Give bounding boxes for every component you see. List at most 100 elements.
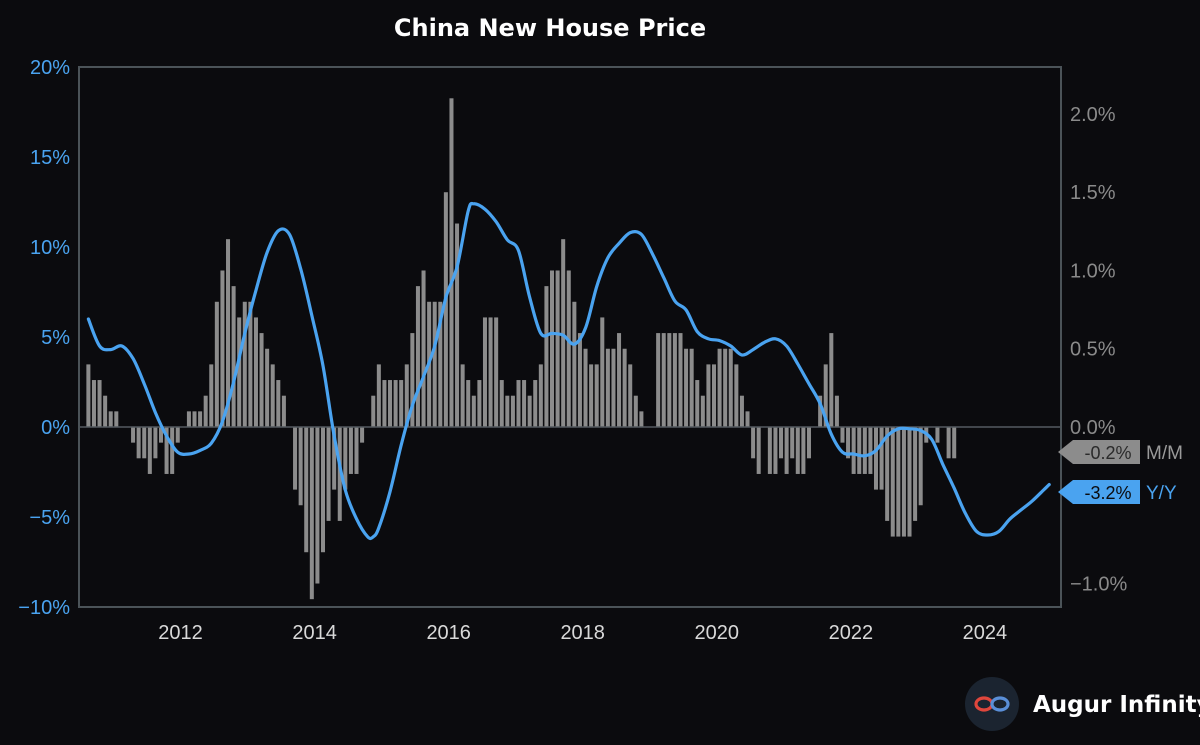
mm-bar: [186, 411, 191, 427]
mm-value-tag: -0.2% M/M: [1058, 440, 1183, 464]
mm-bar: [382, 380, 387, 427]
mm-bar: [393, 380, 398, 427]
mm-bar: [320, 427, 325, 553]
yy-series-line: [86, 201, 1051, 541]
mm-bars: [86, 98, 957, 600]
mm-bar: [784, 427, 789, 474]
mm-bar: [293, 427, 298, 490]
mm-bar: [337, 427, 342, 521]
right-axis: 2.0% 1.5% 1.0% 0.5% 0.0% −1.0%: [1070, 104, 1127, 596]
mm-bar: [209, 364, 214, 427]
mm-bar: [734, 364, 739, 427]
mm-bar: [203, 395, 208, 427]
mm-bar: [879, 427, 884, 490]
mm-bar: [376, 364, 381, 427]
right-tick-label: 1.5%: [1070, 182, 1116, 204]
mm-bar: [622, 348, 627, 427]
left-tick-label: 0%: [41, 417, 70, 439]
mm-bar: [728, 348, 733, 427]
left-tick-label: 5%: [41, 327, 70, 349]
x-tick-label: 2016: [426, 622, 471, 644]
mm-bar: [360, 427, 365, 443]
mm-bar: [544, 286, 549, 427]
left-tick-label: 10%: [30, 237, 70, 259]
mm-bar: [494, 317, 499, 427]
mm-bar: [851, 427, 856, 474]
mm-bar: [868, 427, 873, 474]
mm-bar: [505, 395, 510, 427]
x-tick-label: 2022: [829, 622, 874, 644]
mm-bar: [706, 364, 711, 427]
mm-bar: [550, 270, 555, 427]
mm-bar: [689, 348, 694, 427]
mm-bar: [399, 380, 404, 427]
right-tick-label: 1.0%: [1070, 261, 1116, 283]
mm-bar: [237, 317, 242, 427]
mm-bar: [572, 301, 577, 427]
mm-bar: [131, 427, 136, 443]
mm-bar: [343, 427, 348, 490]
mm-bar: [527, 395, 532, 427]
mm-bar: [91, 380, 96, 427]
mm-bar: [192, 411, 197, 427]
mm-bar: [466, 380, 471, 427]
mm-bar: [220, 270, 225, 427]
mm-bar: [633, 395, 638, 427]
mm-bar: [583, 348, 588, 427]
yy-last-value: -3.2%: [1084, 483, 1131, 503]
x-tick-label: 2020: [695, 622, 740, 644]
plot-frame: [78, 66, 1062, 608]
mm-bar: [214, 301, 219, 427]
mm-bar: [896, 427, 901, 537]
mm-bar: [577, 333, 582, 427]
mm-tag-shape: [1058, 440, 1140, 464]
mm-bar: [175, 427, 180, 443]
mm-bar: [309, 427, 314, 600]
mm-bar: [471, 395, 476, 427]
mm-bar: [751, 427, 756, 459]
mm-bar: [298, 427, 303, 506]
mm-bar: [695, 380, 700, 427]
mm-bar: [86, 364, 91, 427]
right-tick-label: 2.0%: [1070, 104, 1116, 126]
mm-bar: [801, 427, 806, 474]
mm-bar: [455, 223, 460, 427]
mm-bar: [806, 427, 811, 459]
mm-bar: [857, 427, 862, 474]
mm-bar: [790, 427, 795, 459]
x-tick-label: 2014: [292, 622, 337, 644]
mm-bar: [605, 348, 610, 427]
mm-bar: [561, 239, 566, 427]
mm-bar: [846, 427, 851, 459]
mm-bar: [438, 301, 443, 427]
chart-title: China New House Price: [394, 14, 706, 42]
mm-bar: [97, 380, 102, 427]
mm-bar: [918, 427, 923, 506]
mm-bar: [834, 395, 839, 427]
mm-bar: [639, 411, 644, 427]
mm-bar: [661, 333, 666, 427]
mm-bar: [404, 364, 409, 427]
x-axis: 2012 2014 2016 2018 2020 2022 2024: [158, 622, 1007, 644]
mm-bar: [667, 333, 672, 427]
mm-bar: [745, 411, 750, 427]
x-tick-label: 2024: [963, 622, 1008, 644]
mm-bar: [265, 348, 270, 427]
mm-bar: [388, 380, 393, 427]
mm-bar: [628, 364, 633, 427]
yy-value-tag: -3.2% Y/Y: [1058, 480, 1177, 504]
mm-bar: [672, 333, 677, 427]
mm-bar: [477, 380, 482, 427]
mm-bar: [354, 427, 359, 474]
left-tick-label: 15%: [30, 147, 70, 169]
x-tick-label: 2018: [560, 622, 605, 644]
infinity-logo-icon: [974, 696, 1010, 712]
mm-bar: [829, 333, 834, 427]
mm-bar: [499, 380, 504, 427]
mm-bar: [823, 364, 828, 427]
brand-name: Augur Infinity: [1033, 692, 1200, 718]
mm-bar: [773, 427, 778, 474]
mm-bar: [538, 364, 543, 427]
mm-bar: [913, 427, 918, 521]
right-tick-label: −1.0%: [1070, 574, 1127, 596]
